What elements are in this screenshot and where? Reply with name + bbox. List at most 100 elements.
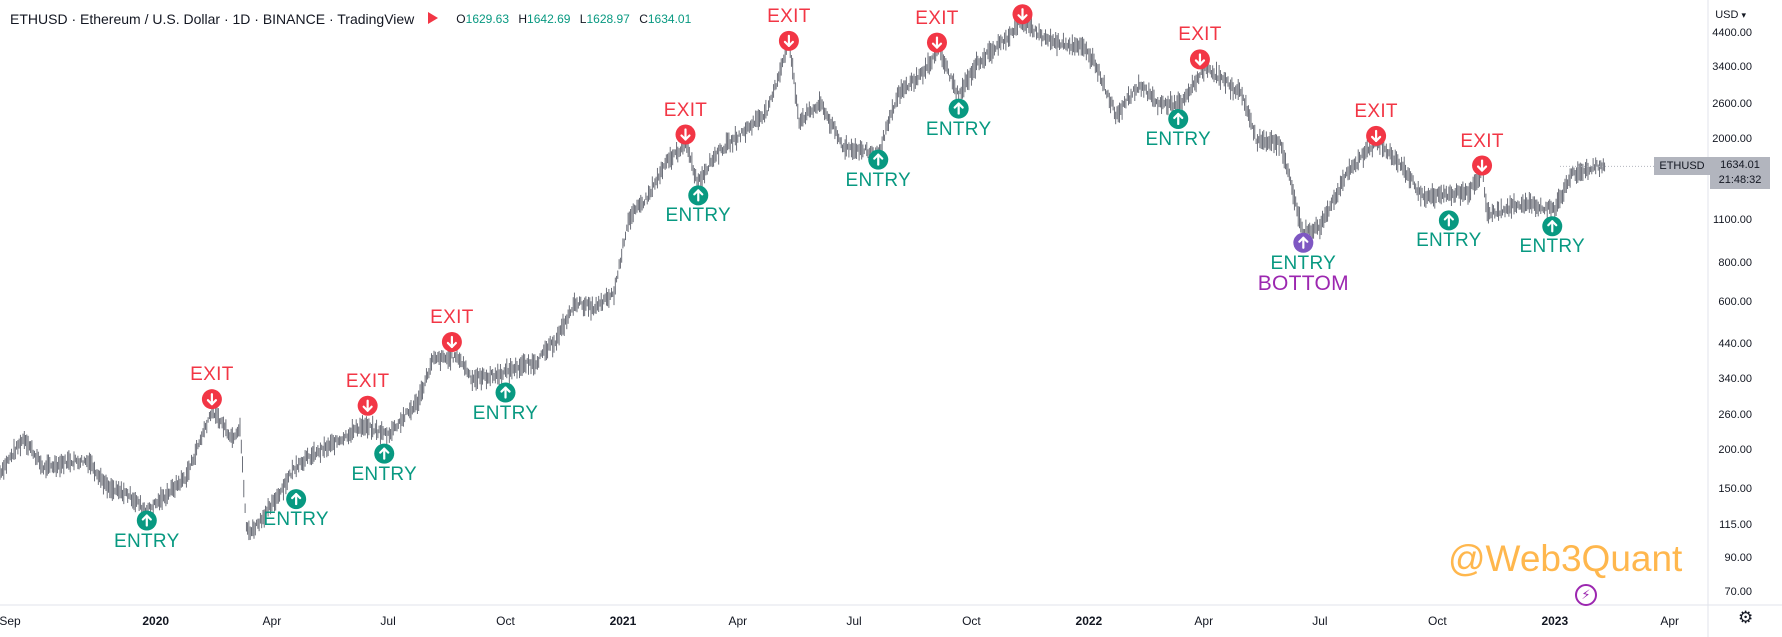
chart-header: ETHUSD · Ethereum / U.S. Dollar · 1D · B… bbox=[10, 8, 691, 30]
currency-label: USD bbox=[1715, 9, 1739, 21]
entry-label: ENTRY bbox=[1519, 236, 1586, 258]
time-tick-label: Apr bbox=[728, 614, 748, 628]
exit-marker bbox=[1366, 125, 1387, 146]
entry-marker bbox=[1168, 108, 1189, 129]
entry-marker bbox=[868, 149, 889, 170]
close-value: 1634.01 bbox=[647, 12, 692, 26]
symbol-tag: ETHUSD bbox=[1654, 157, 1710, 176]
currency-selector[interactable]: USD ▾ bbox=[1715, 9, 1746, 21]
arrow-head bbox=[1298, 236, 1309, 243]
time-tick-label: 2022 bbox=[1075, 614, 1103, 628]
arrow-head bbox=[446, 341, 457, 349]
exit-label: EXIT bbox=[767, 5, 811, 27]
watermark: @Web3Quant bbox=[1448, 538, 1683, 579]
price-tick-label: 2000.00 bbox=[1712, 133, 1752, 146]
arrow-head bbox=[1371, 135, 1382, 143]
arrow-head bbox=[500, 386, 511, 393]
arrow-head bbox=[680, 134, 691, 141]
arrow-head bbox=[1476, 165, 1488, 172]
price-tick-label: 115.00 bbox=[1719, 518, 1752, 531]
entry-marker bbox=[136, 510, 157, 531]
high-value: 1642.69 bbox=[527, 12, 571, 26]
entry-label: ENTRY bbox=[351, 463, 418, 485]
exit-marker bbox=[778, 30, 799, 51]
price-tick-label: 260.00 bbox=[1718, 408, 1752, 421]
time-tick-label: Apr bbox=[1660, 614, 1680, 628]
time-tick-label: Oct bbox=[496, 614, 515, 628]
time-tick-label: Apr bbox=[262, 614, 282, 628]
entry-marker bbox=[495, 382, 516, 403]
arrow-head bbox=[693, 189, 704, 196]
price-tick-label: 1100.00 bbox=[1713, 213, 1752, 226]
arrow-head bbox=[783, 40, 794, 47]
exit-marker bbox=[1472, 155, 1493, 176]
arrow-head bbox=[291, 492, 302, 500]
exit-label: EXIT bbox=[1178, 24, 1222, 46]
time-tick-label: 2023 bbox=[1541, 614, 1569, 628]
time-tick-label: Jul bbox=[1312, 614, 1328, 628]
price-tick-label: 3400.00 bbox=[1712, 61, 1752, 74]
exit-marker bbox=[201, 389, 222, 410]
exit-label: EXIT bbox=[1001, 0, 1044, 1]
exit-marker bbox=[926, 32, 947, 53]
arrow-head bbox=[379, 447, 390, 454]
time-tick-label: 2020 bbox=[142, 614, 170, 628]
bottom-label: BOTTOM bbox=[1257, 271, 1349, 295]
price-tick-label: 90.00 bbox=[1724, 552, 1752, 565]
exit-marker bbox=[441, 331, 462, 352]
entry-marker bbox=[374, 443, 395, 464]
last-price: 1634.01 bbox=[1720, 159, 1760, 172]
entry-label: ENTRY bbox=[845, 169, 912, 191]
arrow-head bbox=[1443, 214, 1454, 221]
exit-label: EXIT bbox=[663, 99, 708, 121]
chevron-down-icon: ▾ bbox=[1741, 9, 1746, 20]
time-tick-label: Jul bbox=[380, 614, 396, 628]
exit-marker bbox=[357, 395, 378, 416]
arrow-head bbox=[1194, 59, 1206, 66]
exit-label: EXIT bbox=[915, 7, 959, 29]
entry-label: ENTRY bbox=[114, 530, 180, 552]
arrow-head bbox=[362, 405, 373, 412]
exit-marker bbox=[1189, 49, 1210, 70]
entry-label: ENTRY bbox=[1270, 252, 1337, 274]
entry-marker bbox=[688, 185, 709, 206]
low-value: 1628.97 bbox=[586, 12, 630, 26]
arrow-head bbox=[1173, 112, 1184, 120]
entry-marker bbox=[948, 98, 969, 119]
ohlc-readout: O1629.63 H1642.69 L1628.97 C1634.01 bbox=[456, 12, 692, 26]
entry-marker bbox=[1542, 216, 1563, 237]
price-tick-label: 2600.00 bbox=[1712, 97, 1752, 110]
price-tick-label: 200.00 bbox=[1718, 444, 1752, 457]
time-tick-label: Oct bbox=[1428, 614, 1447, 628]
exit-marker bbox=[675, 124, 696, 145]
exit-label: EXIT bbox=[1460, 130, 1504, 152]
price-tick-label: 4400.00 bbox=[1712, 26, 1752, 39]
last-price-tag: 1634.01 21:48:32 bbox=[1710, 157, 1770, 190]
time-tick-label: Oct bbox=[962, 614, 981, 628]
entry-label: ENTRY bbox=[1416, 230, 1482, 252]
time-tick-label: Jul bbox=[846, 614, 862, 628]
entry-marker bbox=[1438, 210, 1459, 231]
flag-icon[interactable] bbox=[428, 12, 439, 24]
price-tick-label: 800.00 bbox=[1718, 256, 1752, 269]
entry-label: ENTRY bbox=[1145, 128, 1212, 150]
arrow-head bbox=[1547, 220, 1558, 227]
entry-marker bbox=[1293, 232, 1314, 253]
price-tick-label: 600.00 bbox=[1718, 295, 1752, 308]
price-tick-label: 150.00 bbox=[1718, 483, 1752, 496]
exit-label: EXIT bbox=[1354, 100, 1398, 122]
bolt-icon[interactable]: ⚡ bbox=[1575, 584, 1597, 606]
time-tick-label: 2021 bbox=[609, 614, 637, 628]
gear-icon[interactable]: ⚙ bbox=[1738, 608, 1754, 627]
arrow-head bbox=[206, 399, 218, 406]
entry-marker bbox=[286, 489, 307, 510]
bar-countdown: 21:48:32 bbox=[1718, 174, 1762, 187]
exit-label: EXIT bbox=[430, 306, 474, 328]
price-series bbox=[0, 12, 1606, 541]
price-tick-label: 70.00 bbox=[1724, 586, 1752, 599]
symbol-title: ETHUSD · Ethereum / U.S. Dollar · 1D · B… bbox=[10, 11, 415, 27]
time-tick-label: Sep bbox=[0, 614, 21, 628]
arrow-head bbox=[873, 153, 884, 160]
entry-label: ENTRY bbox=[472, 402, 539, 424]
